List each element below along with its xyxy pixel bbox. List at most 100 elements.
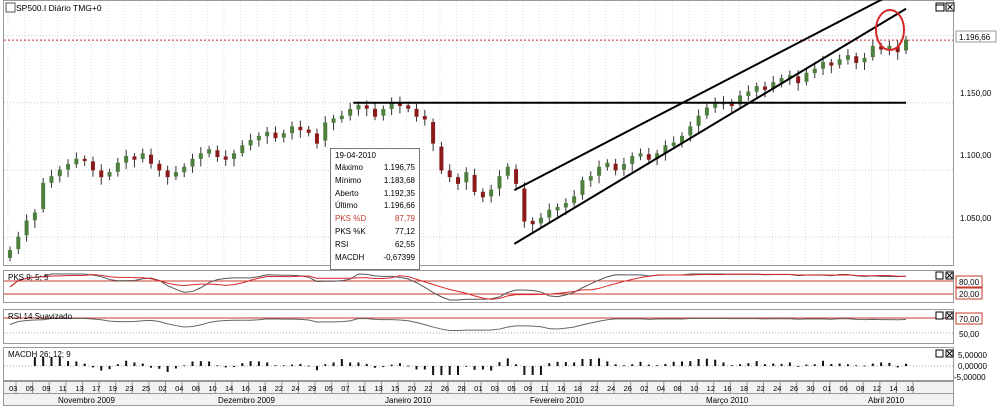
macd-bar bbox=[315, 366, 318, 371]
candle-body bbox=[738, 95, 743, 105]
macd-bar bbox=[108, 366, 111, 370]
day-label: 11 bbox=[358, 384, 366, 393]
macd-panel-controls[interactable] bbox=[935, 349, 954, 358]
candle-body bbox=[480, 191, 485, 198]
day-label: 01 bbox=[823, 384, 831, 393]
macd-bar bbox=[697, 359, 700, 366]
candle-body bbox=[870, 45, 875, 58]
day-label: 10 bbox=[690, 384, 698, 393]
macd-bar bbox=[730, 365, 733, 367]
candle-body bbox=[207, 149, 212, 154]
macd-bar bbox=[490, 366, 493, 371]
rsi-panel-frame bbox=[3, 309, 954, 344]
macd-bar bbox=[846, 364, 849, 366]
macd-bar bbox=[382, 366, 385, 368]
candle-body bbox=[124, 156, 129, 163]
candle-body bbox=[173, 172, 178, 177]
macd-panel-title[interactable]: MACDH 26; 12; 9 bbox=[8, 350, 71, 359]
stoch-level-20: 20,00 bbox=[959, 290, 980, 299]
month-label: Janeiro 2010 bbox=[385, 396, 432, 405]
trend-line-channel_lower[interactable] bbox=[513, 7, 907, 245]
candle-body bbox=[489, 189, 494, 197]
candle-body bbox=[821, 61, 826, 69]
candle-body bbox=[381, 108, 386, 116]
macd-bar bbox=[772, 363, 775, 366]
info-row: PKS %K 77,12 bbox=[331, 226, 419, 239]
macd-bar bbox=[75, 361, 78, 366]
chart-menu-icon[interactable] bbox=[5, 2, 16, 13]
stoch-panel-title[interactable]: PKS 9; 5; 5 bbox=[8, 273, 49, 282]
macd-bar bbox=[656, 365, 659, 367]
macd-bar bbox=[614, 364, 617, 366]
day-label: 17 bbox=[92, 384, 100, 393]
macd-bar bbox=[631, 364, 634, 366]
day-label: 05 bbox=[325, 384, 333, 393]
macd-bar bbox=[340, 359, 343, 366]
candle-body bbox=[182, 166, 187, 173]
macd-bar bbox=[282, 365, 285, 367]
candle-body bbox=[696, 115, 701, 126]
candle-body bbox=[447, 170, 452, 178]
day-label: 16 bbox=[723, 384, 731, 393]
macd-bar bbox=[398, 363, 401, 366]
day-label: 23 bbox=[125, 384, 133, 393]
macd-bar bbox=[116, 364, 119, 366]
info-label: Aberto bbox=[335, 188, 359, 198]
candle-body bbox=[24, 220, 29, 236]
macd-bar bbox=[797, 366, 800, 367]
stoch-panel-controls[interactable] bbox=[935, 271, 954, 280]
candle-body bbox=[198, 153, 203, 159]
macd-bar bbox=[257, 361, 260, 366]
macd-bar bbox=[349, 362, 352, 366]
day-label: 16 bbox=[557, 384, 565, 393]
stoch-level-box bbox=[955, 287, 983, 300]
day-label: 24 bbox=[291, 384, 299, 393]
macd-bar bbox=[556, 361, 559, 366]
macd-bar bbox=[133, 362, 136, 366]
macd-bar bbox=[548, 363, 551, 366]
day-label: 25 bbox=[142, 384, 150, 393]
macd-bar bbox=[191, 361, 194, 366]
rsi-panel-controls[interactable] bbox=[935, 311, 954, 320]
day-label: 30 bbox=[806, 384, 814, 393]
info-label: Máximo bbox=[335, 163, 364, 172]
day-label: 11 bbox=[541, 384, 549, 393]
macd-bar bbox=[233, 366, 235, 368]
trend-lines bbox=[353, 0, 907, 245]
day-label: 09 bbox=[524, 384, 532, 393]
close-icon[interactable] bbox=[945, 2, 955, 12]
macd-bar bbox=[763, 364, 766, 366]
stoch-level-80: 80,00 bbox=[959, 278, 980, 287]
stoch-panel-frame bbox=[3, 270, 954, 303]
macd-bar bbox=[158, 366, 161, 369]
candle-body bbox=[845, 55, 850, 60]
candle-body bbox=[505, 166, 510, 176]
day-label: 19 bbox=[109, 384, 117, 393]
info-value: 1.183,68 bbox=[383, 175, 415, 185]
candle-body bbox=[265, 131, 270, 137]
indicators bbox=[4, 273, 953, 375]
day-label: 05 bbox=[507, 384, 515, 393]
trend-line-channel_upper[interactable] bbox=[513, 0, 890, 191]
macd-bar bbox=[465, 366, 468, 367]
chart-title[interactable]: SP500.I Diário TMG+0 bbox=[16, 3, 102, 13]
candle-body bbox=[99, 170, 104, 178]
candle-body bbox=[281, 133, 286, 138]
candle-body bbox=[854, 56, 859, 63]
price-tick: 1.100,00 bbox=[960, 151, 992, 160]
rsi-level-70: 70,00 bbox=[959, 315, 980, 324]
day-label: 24 bbox=[607, 384, 615, 393]
macd-bar bbox=[905, 363, 907, 366]
day-label: 22 bbox=[424, 384, 432, 393]
maximize-icon[interactable] bbox=[935, 2, 945, 12]
info-value: 1.196,66 bbox=[383, 201, 415, 211]
macd-bar bbox=[249, 361, 252, 366]
candle-body bbox=[431, 122, 436, 144]
candle-body bbox=[331, 118, 336, 123]
macd-bar bbox=[42, 357, 45, 366]
macd-bar bbox=[564, 362, 567, 366]
last-price-label: 1.196,66 bbox=[959, 33, 991, 42]
candle-body bbox=[82, 158, 87, 162]
rsi-panel-title[interactable]: RSI 14 Suavizado bbox=[8, 312, 73, 321]
